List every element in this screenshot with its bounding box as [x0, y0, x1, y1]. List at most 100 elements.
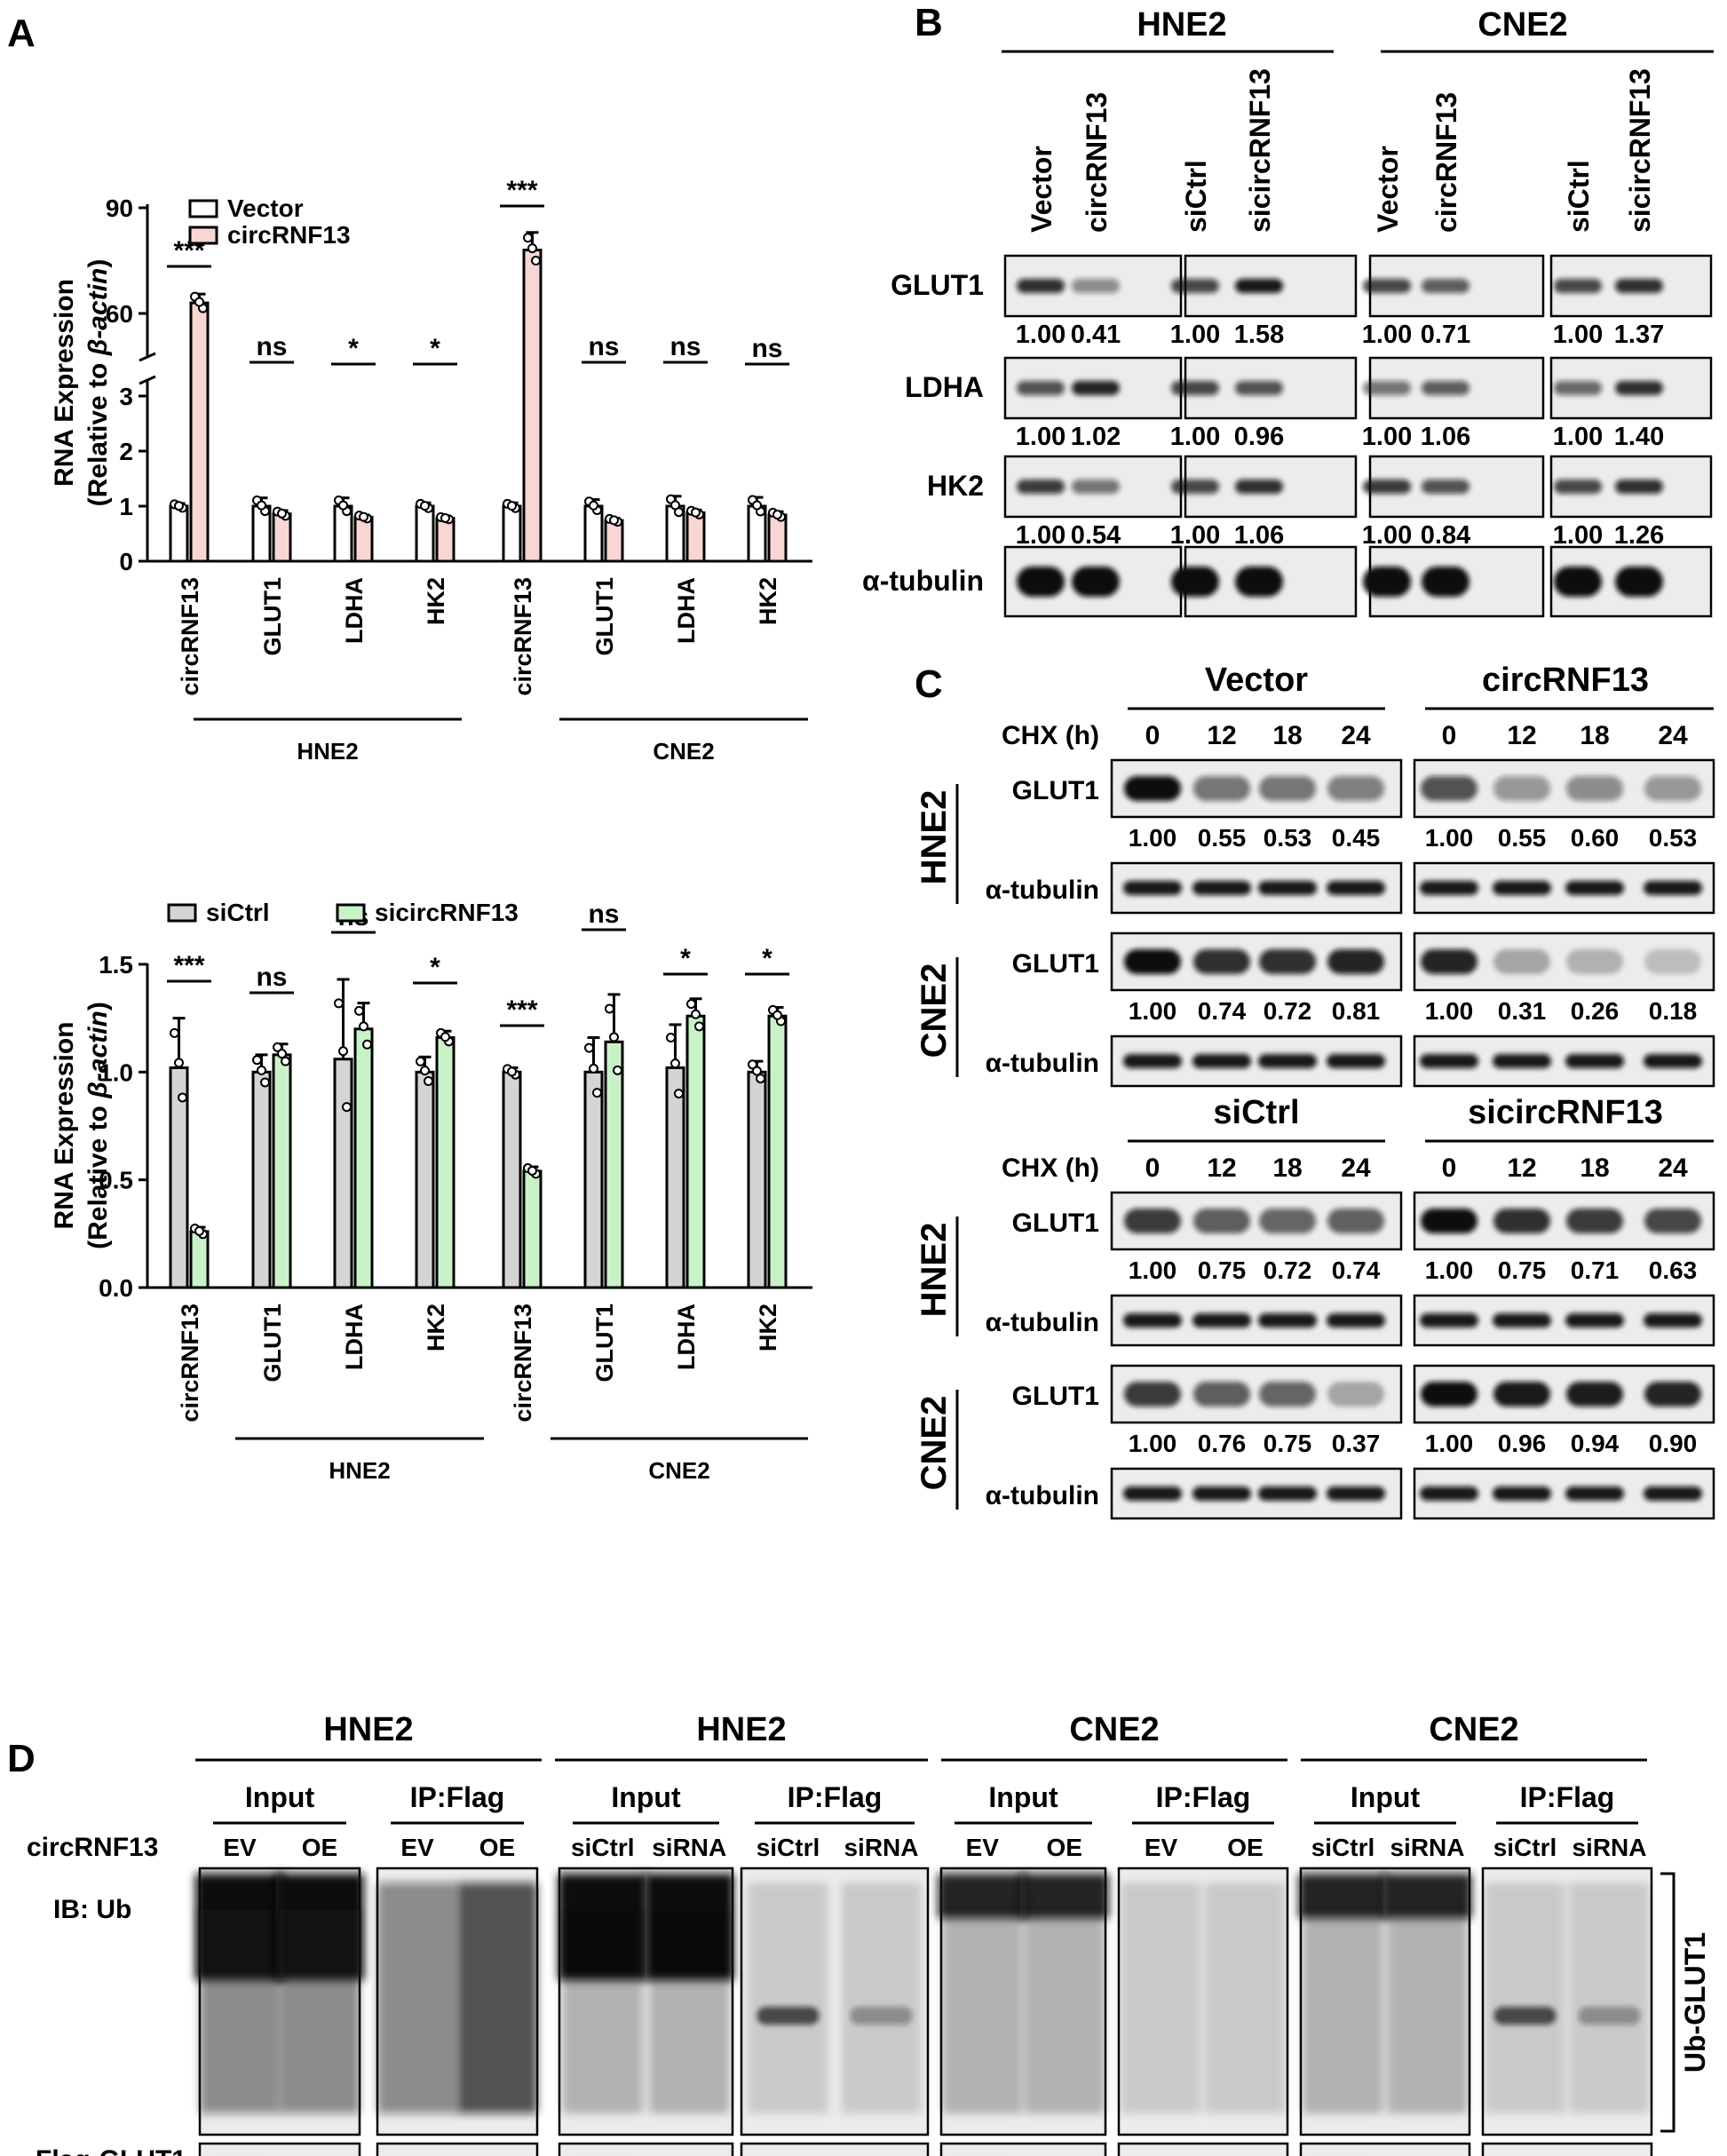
bar-circRNF13-HK2 — [767, 513, 788, 563]
band-tubulin — [1493, 1486, 1551, 1501]
blot-flag — [740, 2142, 930, 2156]
legend-label-sicircRNF13: sicircRNF13 — [375, 899, 519, 926]
bar-circRNF13-LDHA — [353, 515, 374, 563]
timepoint-label: 12 — [1507, 721, 1536, 750]
d-sub-header-IP:Flag: IP:Flag — [788, 1781, 883, 1813]
group-label-HNE2: HNE2 — [329, 1457, 390, 1484]
significance-label: ns — [588, 900, 619, 929]
panel-letter-b: B — [915, 1, 943, 44]
quant-LDHA: 1.40 — [1614, 423, 1664, 451]
y-tick-label: 60 — [106, 300, 133, 328]
quant-GLUT1: 1.00 — [1170, 321, 1220, 349]
significance-label: * — [430, 953, 440, 982]
chx-label: CHX (h) — [1002, 721, 1099, 750]
band-tubulin — [1327, 1313, 1385, 1328]
bar-sicircRNF13-HK2 — [767, 1014, 788, 1289]
quant-glut1: 1.00 — [1425, 997, 1474, 1025]
data-point — [772, 510, 782, 520]
y-tick-label: 90 — [106, 194, 133, 222]
data-point — [178, 1092, 187, 1103]
ub-bracket — [1660, 1872, 1676, 2133]
significance-label: * — [430, 334, 440, 363]
band-tubulin — [1420, 1486, 1478, 1501]
d-lane-label-siRNA: siRNA — [1572, 1834, 1646, 1861]
d-lane-label-OE: OE — [1227, 1834, 1263, 1861]
band-LDHA — [1422, 381, 1470, 395]
band-tubulin — [1327, 1486, 1385, 1501]
cell-label-CNE2: CNE2 — [915, 963, 954, 1058]
data-point — [694, 1021, 704, 1032]
band-glut1 — [1421, 1382, 1477, 1407]
band-glut1 — [1327, 949, 1384, 974]
band-glut1 — [1193, 1382, 1250, 1407]
d-lane-label-siRNA: siRNA — [1390, 1834, 1464, 1861]
cell-header-CNE2: CNE2 — [1477, 6, 1567, 44]
d-lane-label-siCtrl: siCtrl — [571, 1834, 635, 1861]
band-tubulin — [1565, 1486, 1624, 1501]
ub-smear — [1387, 1909, 1468, 2113]
quant-HK2: 1.06 — [1234, 521, 1284, 550]
timepoint-label: 24 — [1341, 721, 1371, 750]
band-α-tubulin — [1554, 567, 1602, 597]
legend-label-siCtrl: siCtrl — [206, 899, 270, 926]
y-axis-label-italic: β-actin — [83, 268, 113, 357]
row-label-GLUT1: GLUT1 — [891, 269, 984, 301]
quant-glut1: 0.63 — [1649, 1256, 1698, 1284]
data-point — [531, 256, 541, 266]
ub-smear — [280, 1909, 360, 2113]
quant-LDHA: 1.00 — [1170, 423, 1220, 451]
x-tick-label: HK2 — [423, 1304, 449, 1351]
band-tubulin — [1644, 1054, 1702, 1068]
band-tubulin — [1493, 1054, 1551, 1068]
band-glut1 — [1124, 776, 1181, 801]
quant-glut1: 0.60 — [1571, 824, 1620, 852]
d-sub-header-Input: Input — [245, 1781, 315, 1813]
quant-glut1: 0.55 — [1198, 824, 1247, 852]
band-LDHA — [1554, 381, 1602, 395]
d-sub-header-Input: Input — [611, 1781, 681, 1813]
timepoint-label: 24 — [1658, 721, 1688, 750]
ub-band — [757, 2007, 820, 2025]
data-point — [420, 1066, 430, 1076]
band-glut1 — [1566, 1382, 1623, 1407]
band-α-tubulin — [1363, 567, 1411, 597]
band-glut1 — [1259, 949, 1316, 974]
data-point — [338, 500, 348, 511]
x-tick-label: HK2 — [755, 1304, 781, 1351]
x-tick-label: GLUT1 — [259, 1304, 286, 1383]
bar-Vector-circRNF13 — [169, 504, 189, 563]
data-point — [194, 1225, 204, 1236]
band-tubulin — [1192, 1486, 1251, 1501]
quant-GLUT1: 0.71 — [1421, 321, 1470, 349]
lane-label-Vector: Vector — [1026, 146, 1058, 233]
tubulin-label: α-tubulin — [986, 1308, 1099, 1337]
band-α-tubulin — [1072, 567, 1120, 597]
d-lane-label-EV: EV — [400, 1834, 434, 1861]
y-axis-label-line2: (Relative to β-actin) — [83, 259, 113, 507]
quant-glut1: 0.45 — [1332, 824, 1381, 852]
data-point — [170, 1027, 179, 1038]
band-GLUT1 — [1363, 279, 1411, 293]
row-label-HK2: HK2 — [927, 470, 984, 502]
ub-band — [850, 2007, 913, 2025]
d-sub-header-IP:Flag: IP:Flag — [1520, 1781, 1615, 1813]
band-glut1 — [1124, 949, 1181, 974]
data-point — [359, 1021, 368, 1032]
x-tick-label: LDHA — [341, 577, 368, 644]
quant-glut1: 0.94 — [1571, 1430, 1620, 1457]
band-glut1 — [1566, 776, 1623, 801]
ub-band — [1578, 2007, 1641, 2025]
significance-label: * — [348, 334, 359, 363]
timepoint-label: 12 — [1507, 1153, 1536, 1183]
band-HK2 — [1017, 480, 1065, 494]
band-glut1 — [1644, 1209, 1701, 1233]
tubulin-label: α-tubulin — [986, 1049, 1099, 1078]
quant-glut1: 0.75 — [1264, 1430, 1312, 1457]
lane-label-circRNF13: circRNF13 — [1081, 92, 1113, 233]
ub-smear — [841, 1883, 922, 2113]
quant-glut1: 0.74 — [1198, 997, 1247, 1025]
quant-GLUT1: 0.41 — [1071, 321, 1121, 349]
x-tick-label: circRNF13 — [177, 577, 203, 696]
d-row-label: circRNF13 — [27, 1833, 158, 1862]
band-glut1 — [1493, 1209, 1550, 1233]
